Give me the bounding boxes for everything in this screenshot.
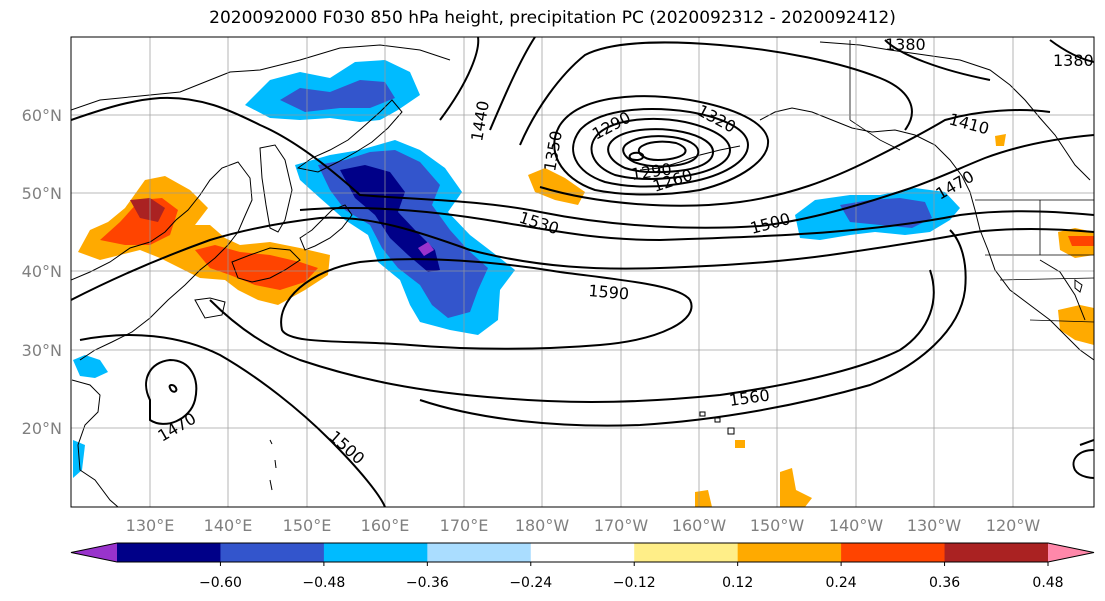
precip-positive-fields [78, 134, 1094, 507]
contour-label: 1590 [588, 281, 630, 303]
contour-label: 1380 [885, 35, 926, 54]
colorbar-segment [530, 543, 635, 562]
lat-label: 20°N [22, 419, 62, 438]
colorbar-tick-label: 0.12 [722, 575, 753, 591]
lon-label: 140°E [204, 516, 253, 535]
map-title: 2020092000 F030 850 hPa height, precipit… [209, 8, 896, 28]
colorbar-tick-label: 0.36 [929, 575, 960, 591]
colorbar-outline [70, 542, 1095, 563]
colorbar-tick-label: −0.24 [509, 575, 552, 591]
colorbar-extend-left [71, 543, 117, 562]
colorbar-tick-label: −0.36 [406, 575, 449, 591]
colorbar-segment [841, 543, 946, 562]
colorbar-extend-right [1048, 543, 1094, 562]
colorbar-segment [737, 543, 842, 562]
colorbar-tick-label: −0.60 [199, 575, 242, 591]
colorbar-tick-label: 0.48 [1032, 575, 1063, 591]
colorbar-segment [427, 543, 532, 562]
colorbar-segment [634, 543, 739, 562]
lon-label: 130°E [126, 516, 175, 535]
coastlines [71, 41, 1094, 507]
lat-label: 50°N [22, 184, 62, 203]
longitude-labels: 130°E 140°E 150°E 160°E 170°E 180°W 170°… [126, 516, 1041, 535]
lon-label: 170°E [440, 516, 489, 535]
map-frame [70, 36, 1095, 508]
island-outlines [269, 279, 1083, 491]
colorbar-tick-label: −0.48 [302, 575, 345, 591]
colorbar-segment [323, 543, 428, 562]
lon-label: 120°W [986, 516, 1041, 535]
political-borders [849, 40, 1094, 323]
height-contours [71, 37, 1094, 507]
latitude-labels: 60°N 50°N 40°N 30°N 20°N [22, 106, 62, 438]
lat-label: 30°N [22, 341, 62, 360]
colorbar-tick-label: −0.12 [613, 575, 656, 591]
lat-lon-grid [71, 37, 1094, 507]
colorbar [70, 542, 1095, 563]
colorbar-segment [117, 543, 221, 562]
lon-label: 170°W [594, 516, 649, 535]
lon-label: 180°W [515, 516, 570, 535]
lat-label: 60°N [22, 106, 62, 125]
lon-label: 140°W [829, 516, 884, 535]
lat-label: 40°N [22, 262, 62, 281]
lon-label: 150°W [750, 516, 805, 535]
lon-label: 130°W [907, 516, 962, 535]
colorbar-tick-label: 0.24 [826, 575, 857, 591]
lon-label: 160°E [361, 516, 410, 535]
colorbar-ticks: −0.60 −0.48 −0.36 −0.24 −0.12 0.12 0.24 0.36 0.4… [199, 562, 1064, 591]
lon-label: 150°E [283, 516, 332, 535]
colorbar-segment [944, 543, 1049, 562]
contour-label: 1380 [1053, 51, 1094, 70]
precip-negative-fields [73, 60, 960, 478]
lon-label: 160°W [672, 516, 727, 535]
colorbar-segment [220, 543, 325, 562]
